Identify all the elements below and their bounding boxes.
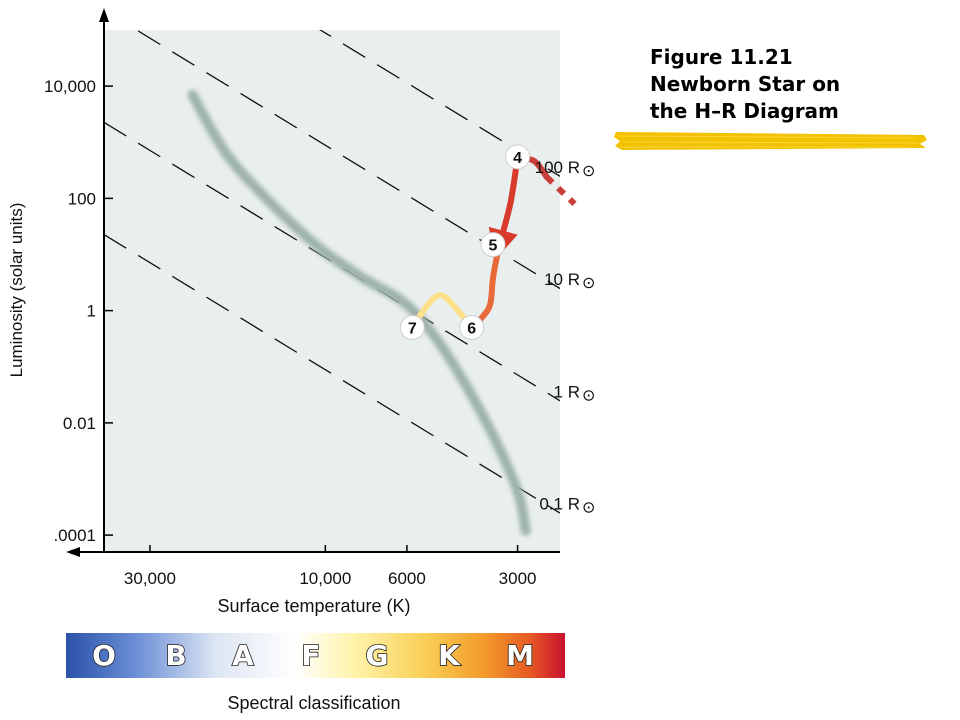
- sun-symbol-icon: ⊙: [582, 498, 595, 517]
- spectral-class-A: A: [232, 639, 254, 672]
- plot-background: [104, 30, 560, 552]
- spectral-class-B: B: [165, 639, 186, 672]
- spectral-class-F: F: [301, 639, 320, 672]
- stage-marker-circle: [399, 315, 425, 341]
- x-tick-label: 10,000: [299, 569, 351, 588]
- x-axis-title: Surface temperature (K): [217, 596, 410, 616]
- stage-marker-label: 6: [467, 321, 476, 338]
- y-axis-arrow-icon: [99, 8, 109, 22]
- x-axis-arrow-icon: [66, 547, 80, 557]
- spectral-class-K: K: [438, 639, 461, 672]
- y-tick-label: 100: [68, 189, 96, 208]
- x-ticks: 30,000 10,000 6000 3000: [124, 545, 537, 588]
- spectral-class-M: M: [506, 639, 534, 672]
- radius-line: [104, 234, 560, 514]
- y-tick-label: 1: [87, 302, 96, 321]
- radius-label: 1 R: [554, 382, 580, 401]
- spectral-class-G: G: [366, 639, 389, 672]
- sun-symbol-icon: ⊙: [582, 385, 595, 404]
- radius-line: [319, 30, 560, 177]
- y-tick-label: 0.01: [63, 414, 96, 433]
- stage-marker-circle: [480, 232, 506, 258]
- radius-label: 0.1 R: [539, 495, 580, 514]
- radius-label: 100 R: [535, 158, 580, 177]
- y-tick-label: 10,000: [44, 77, 96, 96]
- stage-marker-5: 5: [480, 232, 506, 258]
- stage-marker-label: 5: [489, 238, 498, 255]
- stage-marker-6: 6: [459, 315, 485, 341]
- stage-marker-7: 7: [399, 315, 425, 341]
- sun-symbol-icon: ⊙: [582, 161, 595, 180]
- stage-marker-label: 7: [408, 321, 417, 338]
- series-main-sequence: [187, 89, 531, 536]
- caption-line-2: Newborn Star on: [650, 72, 841, 96]
- x-tick-label: 6000: [388, 569, 426, 588]
- radius-labels: 100 R ⊙10 R ⊙1 R ⊙0.1 R ⊙: [535, 158, 596, 517]
- sun-symbol-icon: ⊙: [582, 273, 595, 292]
- axes: [66, 8, 560, 557]
- stage-marker-label: 4: [513, 150, 522, 167]
- highlighter-stroke: [614, 132, 927, 150]
- spectral-title: Spectral classification: [227, 693, 400, 713]
- x-tick-label: 3000: [499, 569, 537, 588]
- series-track-4-incoming-dashed: [544, 174, 577, 206]
- stage-marker-circle: [459, 315, 485, 341]
- radius-line: [104, 121, 560, 402]
- radius-label: 10 R: [544, 270, 580, 289]
- spectral-class-O: O: [92, 639, 116, 672]
- stage-markers: 4 5 6 7: [399, 144, 531, 341]
- spectral-gradient: [66, 633, 565, 678]
- stage-marker-4: 4: [505, 144, 531, 170]
- caption-line-3: the H–R Diagram: [650, 99, 839, 123]
- caption-line-1: Figure 11.21: [650, 45, 793, 69]
- figure-caption: Figure 11.21 Newborn Star on the H–R Dia…: [650, 44, 950, 125]
- x-tick-label: 30,000: [124, 569, 176, 588]
- y-ticks: 10,000 100 1 0.01 .0001: [44, 77, 113, 545]
- stage-marker-circle: [505, 144, 531, 170]
- y-tick-label: .0001: [53, 526, 96, 545]
- y-axis-title: Luminosity (solar units): [7, 203, 26, 378]
